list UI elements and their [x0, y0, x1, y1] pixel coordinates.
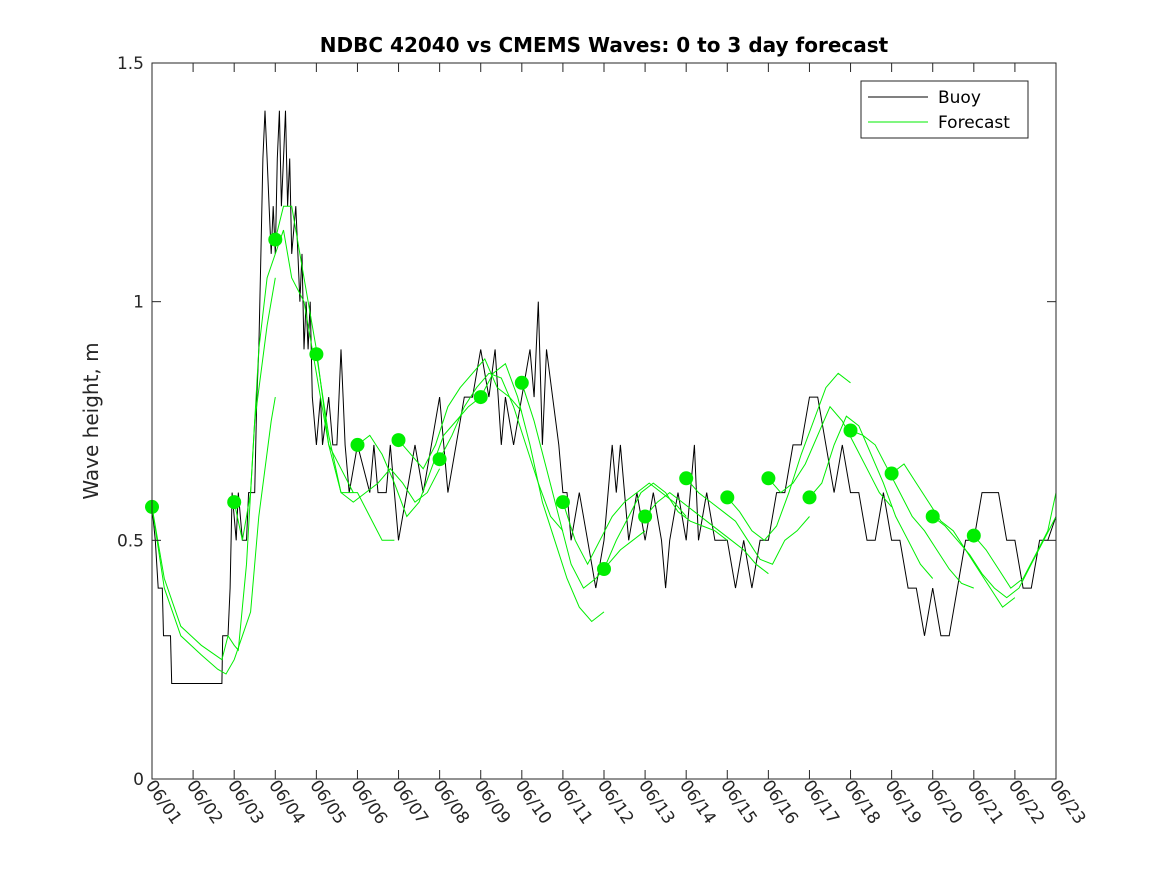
forecast-point	[679, 471, 694, 486]
forecast-series-line	[152, 277, 276, 661]
forecast-series-line	[439, 372, 564, 532]
forecast-series-line	[274, 205, 395, 541]
forecast-point	[309, 347, 324, 362]
forecast-point	[761, 471, 776, 486]
y-axis: 0 0.5 1 1.5	[117, 54, 1056, 790]
forecast-series-line	[152, 397, 276, 675]
y-tick-label: 1.5	[117, 54, 144, 74]
forecast-series-line	[398, 357, 523, 470]
forecast-point	[638, 509, 653, 524]
forecast-point	[802, 490, 817, 505]
y-tick-label: 0.5	[117, 531, 144, 551]
y-tick-label: 1	[133, 293, 144, 313]
forecast-series-line	[891, 463, 1016, 608]
legend-label-forecast: Forecast	[938, 113, 1010, 133]
chart-title: NDBC 42040 vs CMEMS Waves: 0 to 3 day fo…	[320, 33, 889, 57]
plot-area	[145, 63, 1056, 779]
forecast-point	[843, 423, 858, 438]
forecast-series-line	[932, 516, 1056, 599]
series-layer	[152, 110, 1056, 684]
forecast-series-line	[768, 405, 892, 508]
forecast-series-line	[480, 362, 605, 623]
forecast-point	[391, 433, 406, 448]
legend-label-buoy: Buoy	[938, 88, 981, 108]
forecast-series-line	[521, 382, 646, 589]
forecast-point	[227, 495, 242, 510]
forecast-point	[925, 509, 940, 524]
y-tick-label: 0	[133, 770, 144, 790]
buoy-series-line	[152, 110, 1056, 684]
forecast-point	[597, 562, 611, 576]
legend: Buoy Forecast	[860, 80, 1029, 139]
forecast-series-line	[685, 477, 810, 565]
forecast-series-line	[973, 492, 1056, 589]
forecast-series-line	[850, 430, 974, 589]
forecast-point	[473, 390, 488, 405]
forecast-point	[555, 495, 570, 510]
y-axis-label: Wave height, m	[79, 342, 103, 499]
marker-layer	[145, 232, 981, 576]
forecast-point	[350, 437, 365, 452]
forecast-series-line	[603, 482, 728, 570]
forecast-series-line	[809, 415, 934, 579]
forecast-point	[432, 452, 447, 467]
forecast-series-line	[726, 372, 851, 541]
legend-box	[860, 80, 1029, 139]
forecast-point	[884, 466, 899, 481]
forecast-series-line	[644, 491, 769, 575]
forecast-point	[268, 232, 283, 247]
forecast-point	[720, 490, 735, 505]
forecast-series-line	[315, 354, 441, 503]
forecast-point	[514, 375, 529, 390]
plot-background	[152, 63, 1056, 779]
forecast-point	[966, 528, 981, 543]
